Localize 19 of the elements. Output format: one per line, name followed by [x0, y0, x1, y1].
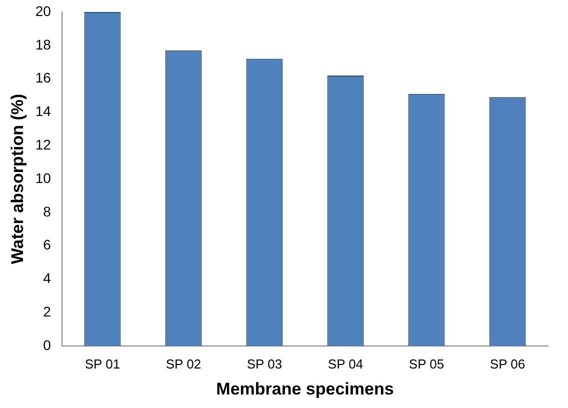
- x-tick-label: SP 05: [408, 356, 444, 372]
- y-tick-label: 20: [35, 2, 52, 19]
- x-tick-label: SP 03: [246, 356, 282, 372]
- y-tick-label: 8: [43, 203, 52, 220]
- y-tick-label: 14: [35, 103, 52, 120]
- y-axis-title: Water absorption (%): [8, 94, 27, 264]
- x-tick-label: SP 01: [84, 356, 120, 372]
- y-tick-label: 4: [43, 270, 52, 286]
- y-tick-label: 0: [43, 336, 52, 353]
- y-tick-label: 12: [35, 136, 52, 152]
- x-tick-label: SP 04: [328, 356, 364, 372]
- y-tick-label: 10: [35, 170, 52, 186]
- y-tick-label: 6: [43, 236, 52, 253]
- y-tick-label: 2: [43, 303, 52, 320]
- x-tick-label: SP 06: [490, 356, 526, 372]
- y-tick-label: 18: [35, 36, 52, 52]
- x-tick-label: SP 02: [166, 356, 202, 372]
- x-axis-title: Membrane specimens: [216, 379, 394, 398]
- y-tick-label: 16: [35, 70, 52, 86]
